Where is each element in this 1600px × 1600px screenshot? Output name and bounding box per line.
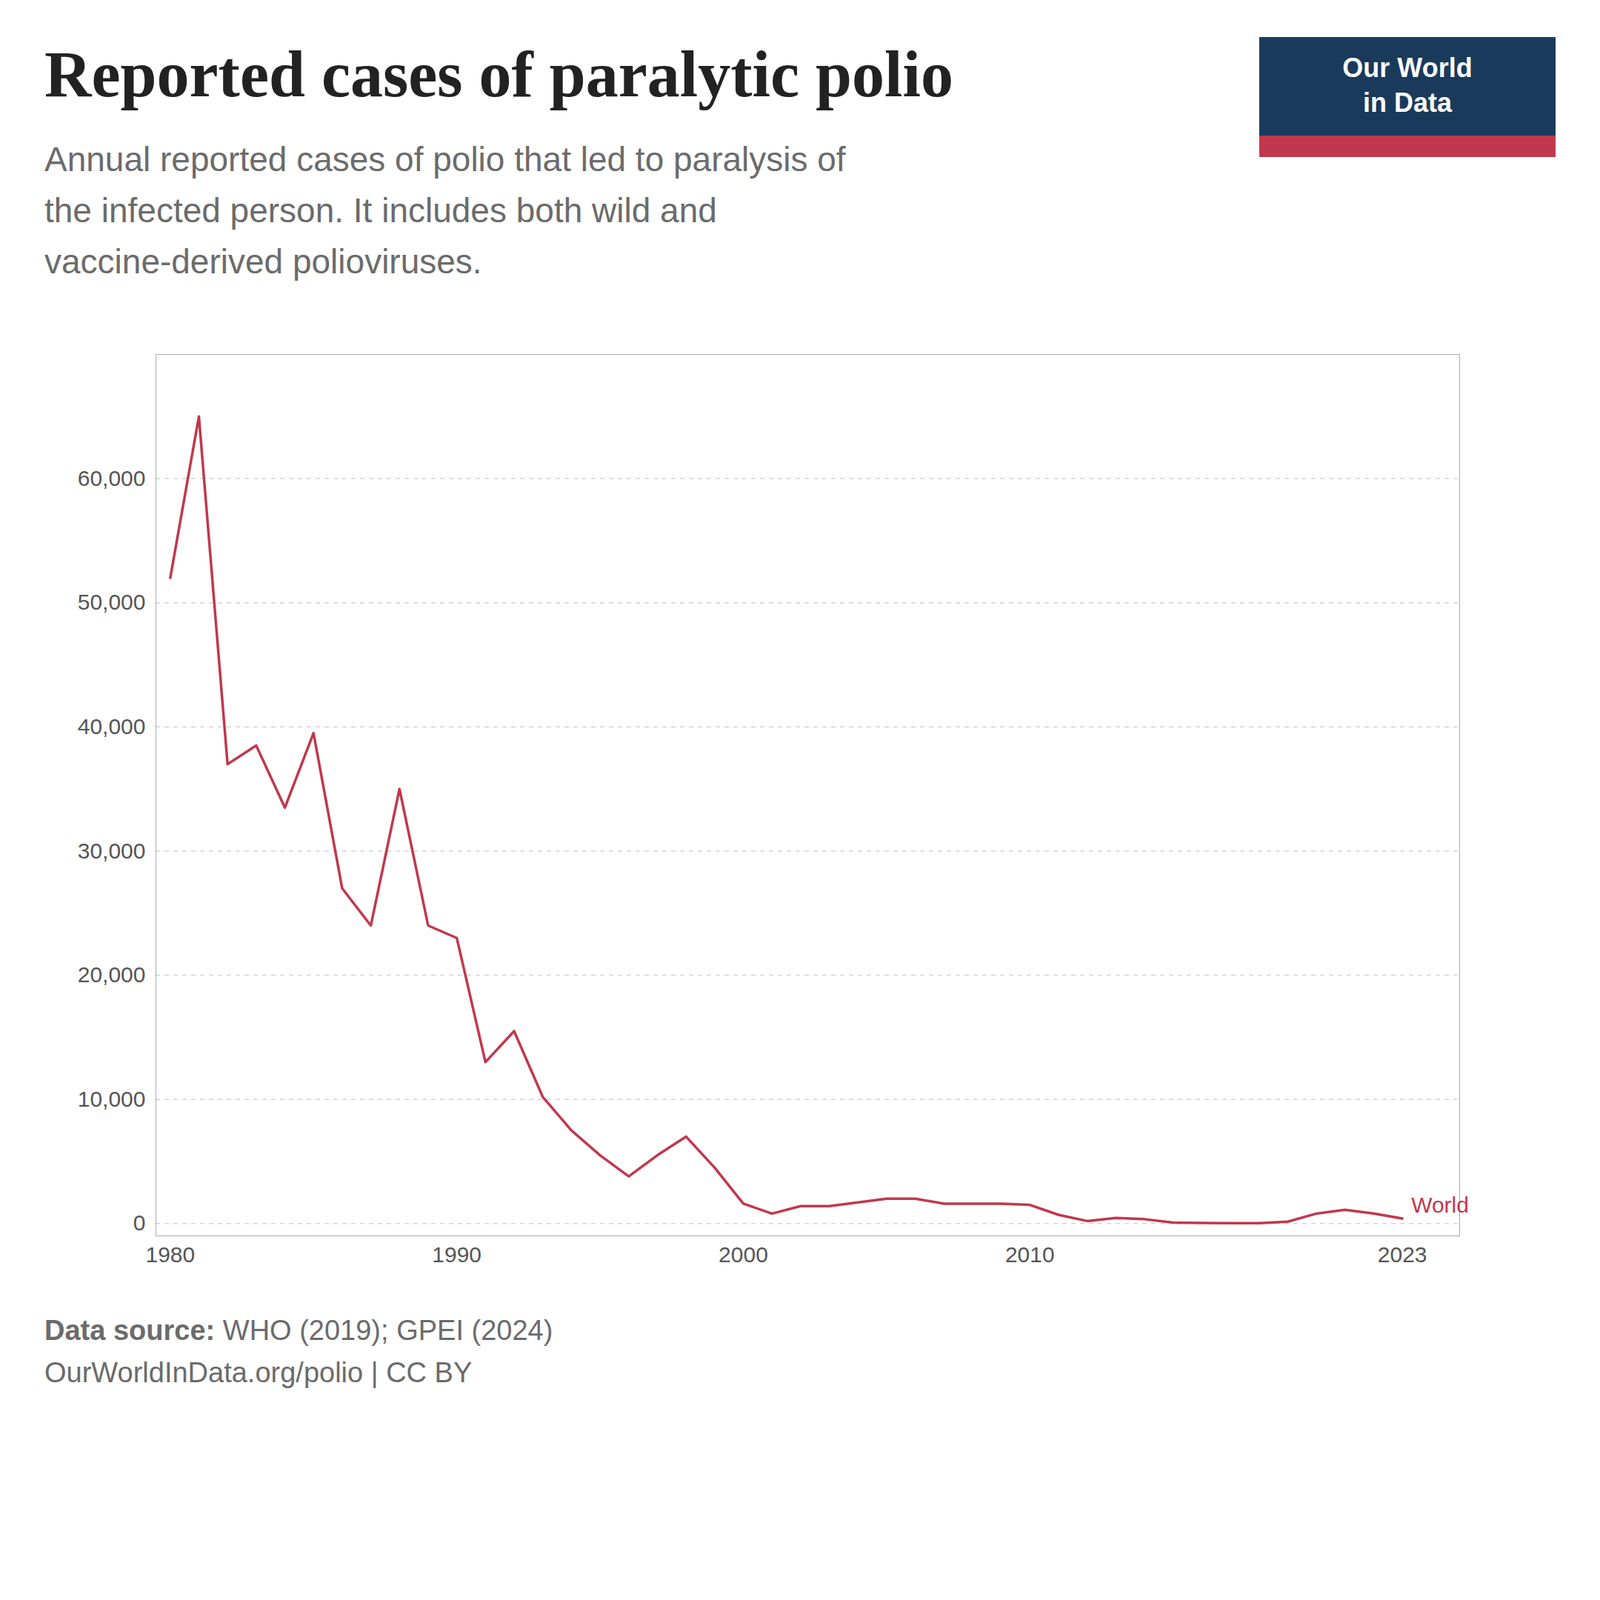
svg-text:0: 0 xyxy=(133,1210,146,1235)
html-text:Our World: Our World xyxy=(1342,52,1473,84)
html-text:Reported cases of paralytic po: Reported cases of paralytic polio xyxy=(44,38,954,111)
svg-text:2000: 2000 xyxy=(718,1242,769,1267)
html-text:the infected person. It includ: the infected person. It includes both wi… xyxy=(44,191,717,230)
html-text:Data source: WHO (2019); GPEI: Data source: WHO (2019); GPEI (2024) xyxy=(44,1314,553,1346)
html-text:Annual reported cases of polio: Annual reported cases of polio that led … xyxy=(44,140,846,179)
svg-text:60,000: 60,000 xyxy=(77,465,146,491)
svg-text:2010: 2010 xyxy=(1005,1242,1055,1267)
svg-text:1980: 1980 xyxy=(145,1242,195,1267)
svg-text:2023: 2023 xyxy=(1377,1242,1428,1267)
svg-text:40,000: 40,000 xyxy=(77,714,146,739)
svg-text:1990: 1990 xyxy=(431,1242,482,1267)
html-text:OurWorldInData.org/polio | CC: OurWorldInData.org/polio | CC BY xyxy=(44,1357,473,1389)
svg-text:10,000: 10,000 xyxy=(77,1086,146,1112)
svg-text:30,000: 30,000 xyxy=(77,838,146,863)
svg-text:20,000: 20,000 xyxy=(77,962,146,987)
svg-text:World: World xyxy=(1411,1192,1469,1218)
html-text:vaccine-derived polioviruses.: vaccine-derived polioviruses. xyxy=(44,242,482,281)
svg-text:50,000: 50,000 xyxy=(77,589,146,615)
html-text:in Data: in Data xyxy=(1362,87,1452,118)
